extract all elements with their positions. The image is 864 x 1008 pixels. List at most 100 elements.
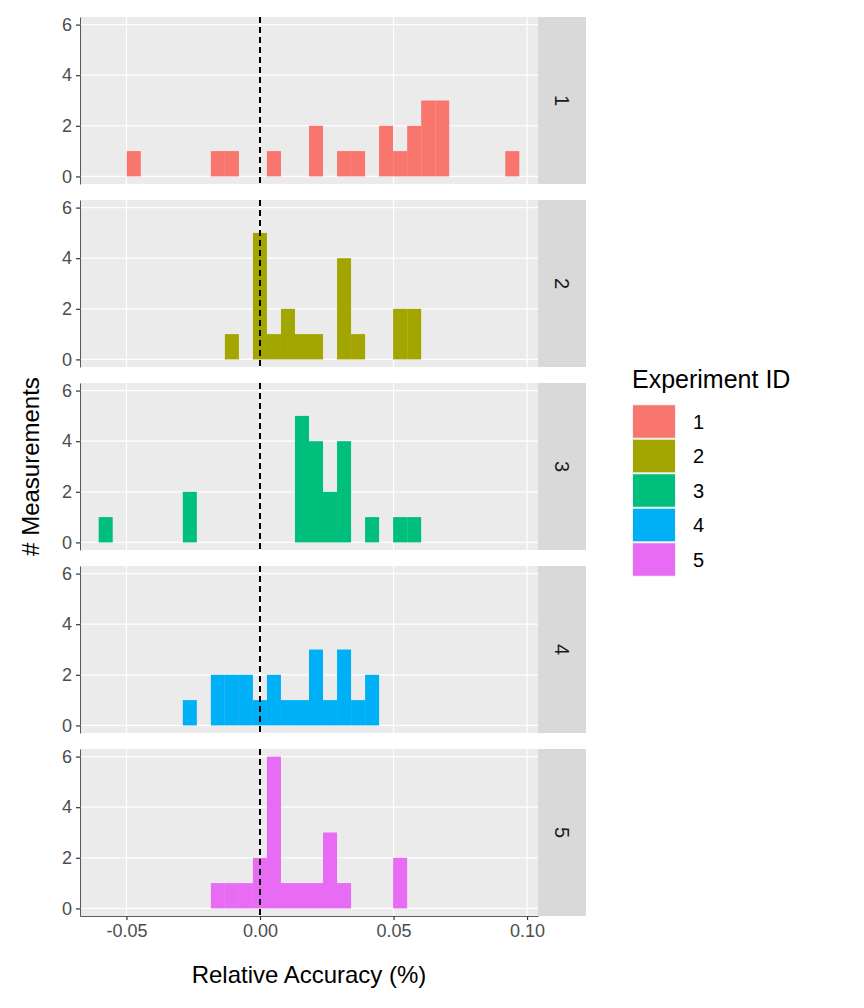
tick-mark [76,390,80,391]
tick-label: 4 [62,248,72,268]
bar [351,908,365,909]
bar [323,176,337,177]
bar [239,883,253,908]
bar [267,675,281,726]
bar [505,151,519,176]
bar [379,542,393,543]
bar [225,675,239,726]
bar [491,176,505,177]
bar [505,908,519,909]
tick-label: 0.10 [510,921,545,941]
tick-mark [76,126,80,127]
tick-label: 6 [62,15,72,35]
panel: 02461 [62,15,586,187]
bar [323,833,337,909]
tick-mark [76,542,80,543]
panel: 02462 [62,198,586,370]
strip-label: 2 [551,278,573,289]
tick-mark [76,573,80,574]
y-axis: 0246 [62,198,81,370]
tick-label: 2 [62,665,72,685]
bar [155,359,169,360]
bar [169,908,183,909]
strip [538,749,586,916]
bar [365,176,379,177]
bar [239,176,253,177]
bar [477,725,491,726]
bar [477,542,491,543]
bar [267,757,281,909]
bar [435,359,449,360]
tick: 0 [62,350,80,370]
bar [351,334,365,359]
bars [99,383,421,550]
bars [127,17,520,184]
strip-label: 3 [551,461,573,472]
bar [113,359,127,360]
tick-label: 4 [62,614,72,634]
bar [421,359,435,360]
bars [211,749,407,916]
legend-key [633,474,675,507]
tick-label: 6 [62,381,72,401]
tick-mark [76,359,80,360]
bar [211,675,225,726]
grid-line [80,24,538,25]
tick: 4 [62,797,80,817]
bar [267,151,281,176]
tick: 0 [62,716,80,736]
bar [365,359,379,360]
bar [225,542,239,543]
tick: 4 [62,614,80,634]
bar [225,334,239,359]
tick-mark [76,725,80,726]
grid-line [126,383,127,550]
bar [225,883,239,908]
tick-mark [260,916,261,920]
bar [463,176,477,177]
grid-line [80,207,538,208]
tick: 6 [62,198,80,218]
grid-line [259,200,260,367]
bar [477,908,491,909]
bar [99,725,113,726]
bar [295,416,309,543]
grid-line [526,200,527,367]
bar [183,492,197,543]
bar [281,542,295,543]
y-axis: 0246 [62,15,81,187]
bar [113,542,127,543]
bar [141,725,155,726]
legend-key-background [632,473,676,508]
strip [538,17,586,184]
bar [239,675,253,726]
bar [127,542,141,543]
tick-label: 6 [62,747,72,767]
grid-line [80,390,538,391]
bar [99,176,113,177]
grid-line [80,624,538,625]
bar [141,176,155,177]
tick: 2 [62,665,80,685]
grid-line [80,756,538,757]
tick-label: 0 [62,899,72,919]
legend-key [633,543,675,576]
bar [281,176,295,177]
bar [197,725,211,726]
bar [267,334,281,359]
legend-key [633,509,675,542]
bar [463,359,477,360]
bar [281,309,295,360]
bar [407,725,421,726]
legend-label: 2 [693,445,704,467]
bar [505,725,519,726]
strip [538,200,586,367]
tick: 6 [62,747,80,767]
bars [183,566,379,733]
bar [393,858,407,909]
bar [365,908,379,909]
tick-mark [76,441,80,442]
tick: 6 [62,15,80,35]
tick-mark [76,756,80,757]
bar [505,359,519,360]
